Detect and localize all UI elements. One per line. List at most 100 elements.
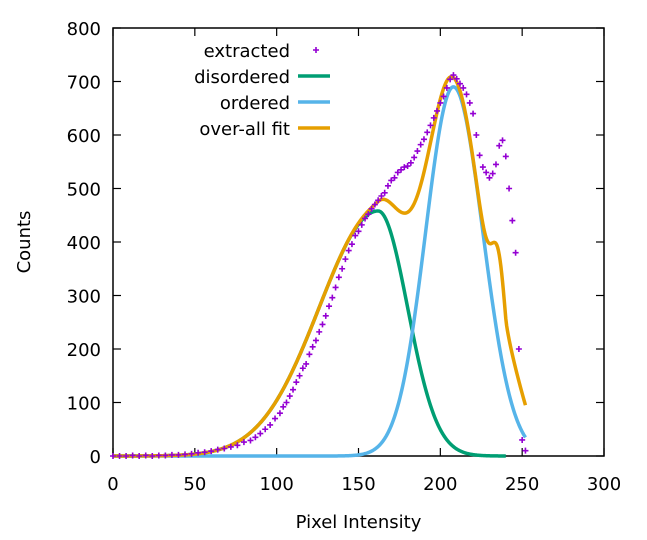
extracted-point: [411, 154, 418, 161]
extracted-point: [420, 136, 427, 143]
extracted-point: [272, 415, 279, 422]
extracted-point: [509, 217, 516, 224]
extracted-point: [168, 451, 175, 458]
extracted-point: [378, 192, 385, 199]
extracted-point: [149, 453, 156, 459]
extracted-point: [417, 141, 424, 148]
extracted-point: [398, 166, 405, 173]
extracted-point: [142, 452, 149, 459]
extracted-point: [293, 379, 300, 386]
extracted-point: [470, 110, 477, 117]
extracted-point: [267, 421, 274, 428]
extracted-point: [466, 99, 473, 106]
y-tick-label: 100: [67, 394, 101, 415]
extracted-point: [247, 437, 254, 444]
x-tick-label: 150: [341, 474, 375, 495]
extracted-point: [456, 80, 463, 87]
extracted-point: [443, 84, 450, 91]
extracted-point: [306, 351, 313, 358]
extracted-point: [440, 93, 447, 100]
extracted-point: [489, 170, 496, 177]
extracted-point: [388, 177, 395, 184]
extracted-point: [283, 399, 290, 406]
y-tick-label: 700: [67, 73, 101, 94]
extracted-point: [175, 451, 182, 458]
extracted-point: [208, 448, 215, 455]
x-tick-label: 200: [423, 474, 457, 495]
y-tick-label: 800: [67, 19, 101, 40]
extracted-point: [381, 189, 388, 196]
extracted-point: [234, 442, 241, 449]
extracted-point: [129, 452, 136, 459]
extracted-point: [447, 76, 454, 83]
extracted-point: [345, 247, 352, 254]
y-tick-label: 0: [90, 447, 101, 468]
extracted-point: [515, 346, 522, 352]
extracted-point: [329, 294, 336, 301]
extracted-point: [365, 211, 372, 218]
extracted-point: [214, 446, 221, 453]
extracted-point: [391, 174, 398, 181]
extracted-point: [430, 114, 437, 121]
x-tick-label: 50: [183, 474, 206, 495]
extracted-point: [355, 228, 362, 235]
extracted-point: [460, 84, 467, 91]
extracted-point: [280, 403, 287, 410]
y-tick-label: 300: [67, 287, 101, 308]
extracted-point: [316, 328, 323, 335]
extracted-point: [453, 75, 460, 82]
y-tick-label: 400: [67, 233, 101, 254]
legend-label: ordered: [220, 93, 290, 114]
extracted-point: [506, 185, 513, 192]
extracted-point: [182, 451, 189, 458]
extracted-point: [404, 163, 411, 170]
extracted-point: [512, 249, 519, 256]
extracted-point: [342, 256, 349, 263]
extracted-point: [434, 107, 441, 114]
extracted-point: [407, 159, 414, 166]
extracted-point: [424, 129, 431, 136]
axis-ticks: [112, 27, 605, 457]
x-tick-label: 300: [587, 474, 621, 495]
extracted-point: [362, 215, 369, 222]
extracted-point: [296, 372, 303, 379]
legend-label: extracted: [204, 41, 290, 62]
extracted-point: [319, 321, 326, 328]
extracted-point: [483, 169, 490, 176]
extracted-point: [195, 449, 202, 456]
extracted-point: [473, 132, 480, 138]
extracted-point: [427, 122, 434, 129]
extracted-point: [116, 453, 123, 459]
extracted-point: [463, 91, 470, 98]
extracted-point: [262, 426, 269, 433]
extracted-point: [335, 274, 342, 281]
extracted-point: [322, 312, 329, 319]
extracted-point: [384, 182, 391, 189]
extracted-point: [496, 142, 503, 149]
extracted-point: [309, 343, 316, 350]
extracted-point: [188, 450, 195, 457]
x-axis-title: Pixel Intensity: [296, 512, 422, 533]
extracted-point: [155, 452, 162, 459]
extracted-point: [499, 137, 506, 144]
extracted-point: [339, 265, 346, 272]
extracted-point: [240, 439, 247, 446]
extracted-point: [486, 174, 493, 181]
extracted-point: [375, 197, 382, 204]
extracted-point: [332, 284, 339, 291]
extracted-point: [252, 434, 259, 441]
extracted-point: [290, 386, 297, 393]
series-layer: [110, 72, 529, 459]
tick-labels: 0 50 100 150 200 250 300 0 100 200 300 400 500 600 700…: [67, 19, 622, 495]
extracted-point: [401, 164, 408, 171]
x-tick-label: 250: [505, 474, 539, 495]
extracted-point: [502, 153, 509, 160]
extracted-point: [110, 453, 116, 459]
extracted-point: [358, 221, 365, 228]
legend-label: disordered: [194, 67, 290, 88]
y-tick-label: 500: [67, 180, 101, 201]
series-over-all-fit-line: [112, 74, 528, 458]
extracted-point: [162, 452, 169, 459]
extracted-point: [352, 232, 359, 239]
y-axis-title: Counts: [14, 211, 35, 274]
